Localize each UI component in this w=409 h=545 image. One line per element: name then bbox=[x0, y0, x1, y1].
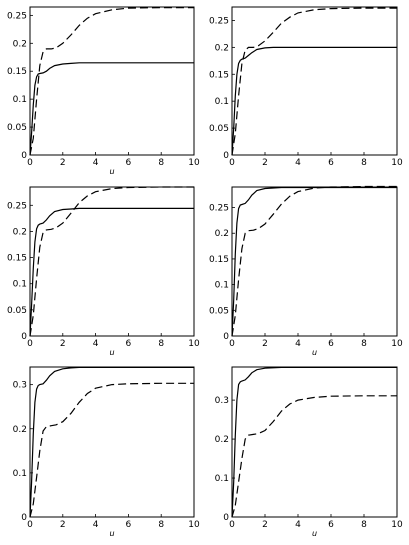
plot-frame bbox=[231, 6, 398, 156]
y-tick-label: 0.1 bbox=[215, 97, 229, 107]
chart-panel-4: 0 2 4 6 8 10 0 0.05 0.1 0.15 0.2 0.25 u bbox=[209, 185, 403, 357]
chart-panel-5: 0 2 4 6 8 10 0 0.1 0.2 0.3 u bbox=[13, 366, 200, 538]
y-tick-label: 0.3 bbox=[215, 396, 229, 406]
y-tick-label: 0.2 bbox=[13, 39, 27, 49]
y-tick-label: 0.2 bbox=[215, 43, 229, 53]
x-tick-label: 6 bbox=[126, 339, 132, 349]
y-tick-label: 0.15 bbox=[7, 67, 27, 77]
x-tick-label: 6 bbox=[126, 520, 132, 530]
y-tick-label: 0 bbox=[21, 332, 27, 342]
x-tick-label: 6 bbox=[328, 339, 334, 349]
x-tick-label: 4 bbox=[295, 158, 301, 168]
x-tick-label: 10 bbox=[188, 158, 200, 168]
y-tick-label: 0 bbox=[21, 151, 27, 161]
x-tick-label: 0 bbox=[27, 339, 33, 349]
solid-series-line bbox=[231, 186, 397, 337]
y-tick-label: 0.25 bbox=[7, 11, 27, 21]
y-tick-label: 0.2 bbox=[13, 227, 27, 237]
x-tick-label: 4 bbox=[93, 339, 99, 349]
dashed-series-line bbox=[231, 185, 397, 337]
x-tick-label: 2 bbox=[262, 158, 268, 168]
x-tick-label: 10 bbox=[391, 339, 403, 349]
dashed-series-line bbox=[29, 382, 194, 518]
x-axis-label: u bbox=[109, 348, 114, 357]
x-tick-label: 4 bbox=[295, 339, 301, 349]
x-tick-label: 8 bbox=[158, 520, 164, 530]
x-axis-label: u bbox=[312, 348, 317, 357]
dashed-series-line bbox=[231, 7, 397, 156]
x-tick-label: 2 bbox=[262, 339, 268, 349]
plot-frame bbox=[29, 186, 195, 337]
x-tick-label: 4 bbox=[93, 158, 99, 168]
y-tick-label: 0.25 bbox=[209, 16, 229, 26]
y-tick-label: 0.15 bbox=[209, 255, 229, 265]
x-tick-label: 2 bbox=[60, 158, 66, 168]
x-axis-label: u bbox=[312, 529, 317, 538]
x-tick-label: 2 bbox=[60, 520, 66, 530]
x-tick-label: 8 bbox=[158, 158, 164, 168]
y-tick-label: 0.1 bbox=[13, 280, 27, 290]
y-tick-label: 0 bbox=[21, 513, 27, 523]
x-tick-label: 8 bbox=[361, 339, 367, 349]
y-tick-label: 0.2 bbox=[13, 425, 27, 435]
y-tick-label: 0.1 bbox=[215, 281, 229, 291]
x-tick-label: 8 bbox=[361, 520, 367, 530]
y-tick-label: 0.25 bbox=[7, 201, 27, 211]
dashed-series-line bbox=[29, 7, 194, 156]
x-tick-label: 10 bbox=[391, 520, 403, 530]
solid-series-line bbox=[29, 62, 194, 156]
solid-series-line bbox=[29, 207, 194, 337]
x-tick-label: 0 bbox=[27, 520, 33, 530]
chart-panel-1: 0 2 4 6 8 10 0 0.05 0.1 0.15 0.2 0.25 u bbox=[7, 6, 200, 176]
x-tick-label: 6 bbox=[328, 520, 334, 530]
solid-series-line bbox=[29, 366, 194, 518]
y-tick-label: 0.1 bbox=[13, 469, 27, 479]
x-tick-label: 2 bbox=[60, 339, 66, 349]
plot-frame bbox=[231, 366, 398, 518]
plot-frame bbox=[29, 366, 195, 518]
y-tick-label: 0.15 bbox=[7, 254, 27, 264]
y-tick-label: 0.2 bbox=[215, 435, 229, 445]
chart-panel-2: 0 2 4 6 8 10 0 0.05 0.1 0.15 0.2 0.25 bbox=[209, 6, 403, 168]
x-tick-label: 0 bbox=[229, 158, 235, 168]
x-tick-label: 6 bbox=[328, 158, 334, 168]
y-tick-label: 0 bbox=[223, 513, 229, 523]
dashed-series-line bbox=[29, 186, 194, 337]
x-tick-label: 8 bbox=[361, 158, 367, 168]
y-tick-label: 0.05 bbox=[209, 306, 229, 316]
x-tick-label: 8 bbox=[158, 339, 164, 349]
x-tick-label: 4 bbox=[93, 520, 99, 530]
chart-panel-6: 0 2 4 6 8 10 0 0.1 0.2 0.3 u bbox=[215, 366, 403, 538]
y-tick-label: 0.25 bbox=[209, 204, 229, 214]
y-tick-label: 0.05 bbox=[209, 124, 229, 134]
y-tick-label: 0.15 bbox=[209, 70, 229, 80]
chart-panel-3: 0 2 4 6 8 10 0 0.05 0.1 0.15 0.2 0.25 u bbox=[7, 186, 200, 357]
y-tick-label: 0.2 bbox=[215, 229, 229, 239]
x-tick-label: 0 bbox=[229, 520, 235, 530]
y-tick-label: 0.1 bbox=[215, 474, 229, 484]
solid-series-line bbox=[231, 46, 397, 156]
x-tick-label: 2 bbox=[262, 520, 268, 530]
x-tick-label: 6 bbox=[126, 158, 132, 168]
y-tick-label: 0 bbox=[223, 332, 229, 342]
x-tick-label: 10 bbox=[188, 520, 200, 530]
dashed-series-line bbox=[231, 395, 397, 518]
x-axis-label: u bbox=[109, 167, 114, 176]
x-axis-label: u bbox=[109, 529, 114, 538]
x-tick-label: 10 bbox=[188, 339, 200, 349]
plot-frame bbox=[29, 6, 195, 156]
y-tick-label: 0 bbox=[223, 151, 229, 161]
solid-series-line bbox=[231, 366, 397, 518]
y-tick-label: 0.05 bbox=[7, 123, 27, 133]
x-tick-label: 0 bbox=[27, 158, 33, 168]
y-tick-label: 0.05 bbox=[7, 306, 27, 316]
x-tick-label: 0 bbox=[229, 339, 235, 349]
x-tick-label: 10 bbox=[391, 158, 403, 168]
x-tick-label: 4 bbox=[295, 520, 301, 530]
y-tick-label: 0.1 bbox=[13, 95, 27, 105]
plot-frame bbox=[231, 186, 398, 337]
y-tick-label: 0.3 bbox=[13, 381, 27, 391]
